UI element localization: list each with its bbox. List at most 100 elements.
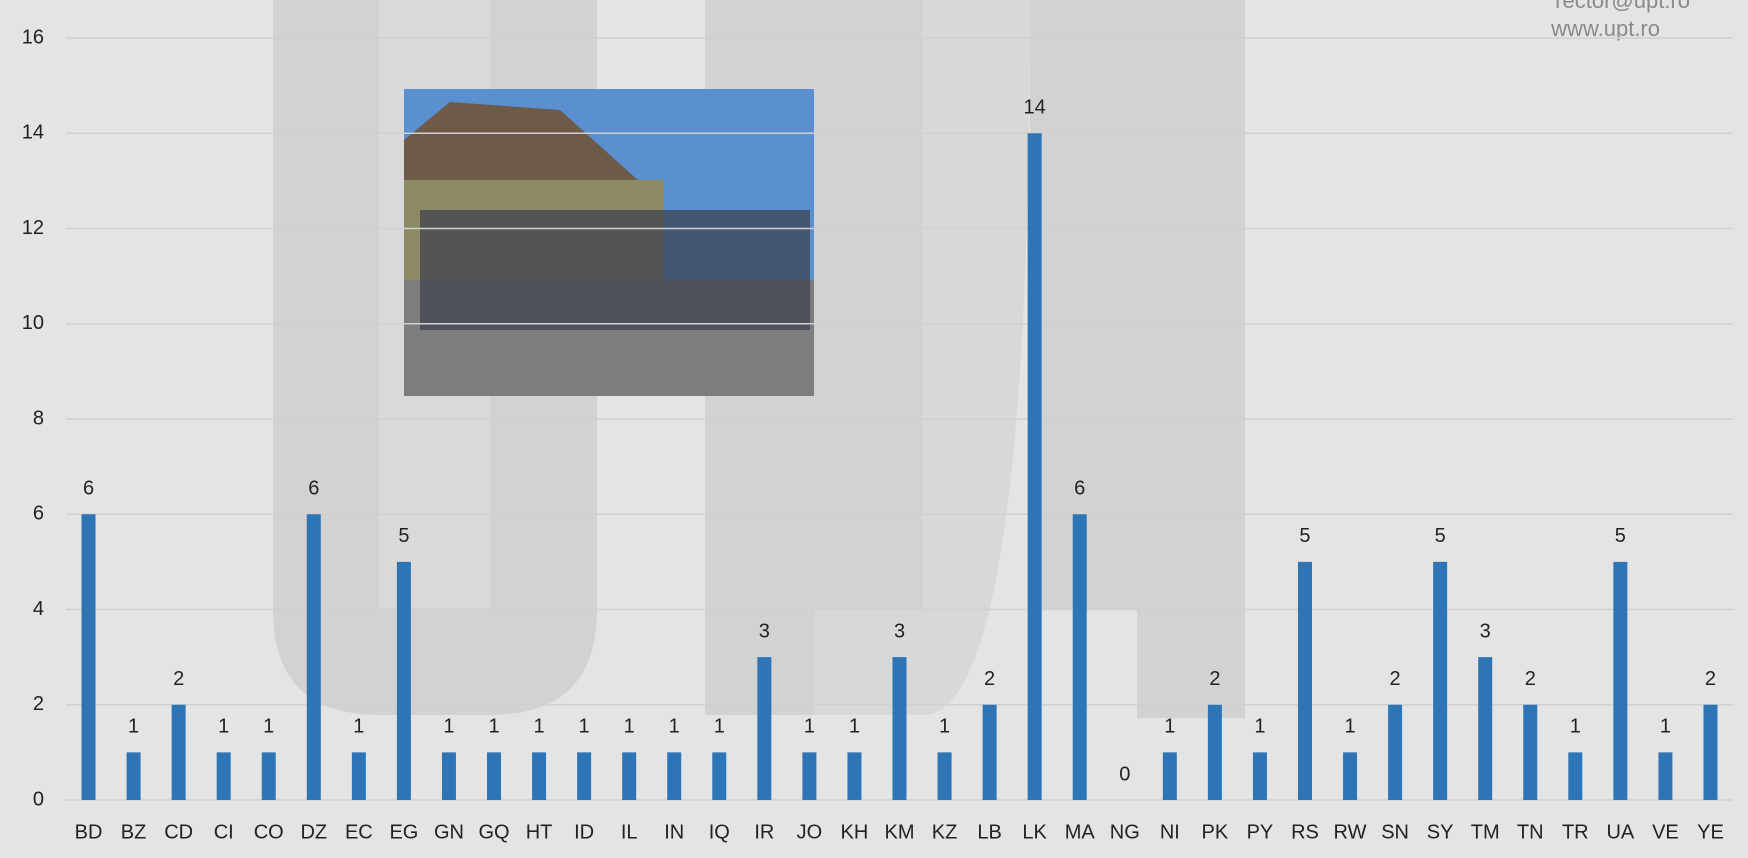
- x-tick-label: PK: [1202, 821, 1229, 843]
- bar: [802, 752, 817, 800]
- x-tick-label: JO: [797, 821, 823, 843]
- data-label: 1: [669, 716, 680, 738]
- data-label: 1: [1660, 716, 1671, 738]
- data-label: 3: [759, 620, 770, 642]
- x-tick-label: CO: [254, 821, 284, 843]
- bar: [1433, 561, 1448, 800]
- bar: [216, 752, 231, 800]
- bar: [1027, 133, 1042, 800]
- bar: [577, 752, 592, 800]
- data-label: 1: [1344, 716, 1355, 738]
- y-tick-label: 14: [22, 122, 44, 144]
- bar: [622, 752, 637, 800]
- x-tick-label: RW: [1334, 821, 1367, 843]
- y-tick-label: 4: [33, 598, 44, 620]
- bar: [1162, 752, 1177, 800]
- bar: [1343, 752, 1358, 800]
- x-tick-label: DZ: [300, 821, 327, 843]
- data-label: 3: [1480, 620, 1491, 642]
- data-label: 2: [1209, 668, 1220, 690]
- data-label: 5: [1615, 525, 1626, 547]
- x-tick-label: GN: [434, 821, 464, 843]
- data-label: 2: [1525, 668, 1536, 690]
- watermark-letter: [815, 0, 1030, 715]
- y-tick-label: 16: [22, 26, 44, 48]
- bar: [351, 752, 366, 800]
- bar: [1072, 514, 1087, 800]
- x-tick-label: TR: [1562, 821, 1589, 843]
- data-label: 2: [1390, 668, 1401, 690]
- data-label: 3: [894, 620, 905, 642]
- watermark-text: rector@upt.ro: [1555, 0, 1690, 13]
- bar: [982, 704, 997, 800]
- x-tick-label: CD: [164, 821, 193, 843]
- y-tick-label: 0: [33, 788, 44, 810]
- x-tick-label: VE: [1652, 821, 1679, 843]
- data-label: 1: [1254, 716, 1265, 738]
- x-tick-label: KZ: [932, 821, 958, 843]
- bar: [1388, 704, 1403, 800]
- y-tick-label: 10: [22, 312, 44, 334]
- bar: [712, 752, 727, 800]
- bar: [126, 752, 141, 800]
- x-tick-label: MA: [1065, 821, 1096, 843]
- x-tick-label: LK: [1022, 821, 1047, 843]
- bar: [937, 752, 952, 800]
- data-label: 1: [714, 716, 725, 738]
- bar: [1297, 561, 1312, 800]
- bar: [81, 514, 96, 800]
- bar: [847, 752, 862, 800]
- data-label: 2: [1705, 668, 1716, 690]
- x-tick-label: KM: [885, 821, 915, 843]
- x-tick-label: NI: [1160, 821, 1180, 843]
- x-tick-label: IL: [621, 821, 638, 843]
- x-tick-label: YE: [1697, 821, 1724, 843]
- bar: [667, 752, 682, 800]
- data-label: 1: [849, 716, 860, 738]
- data-label: 0: [1119, 763, 1130, 785]
- data-label: 1: [1570, 716, 1581, 738]
- bar: [1703, 704, 1718, 800]
- x-tick-label: UA: [1606, 821, 1634, 843]
- data-label: 6: [308, 478, 319, 500]
- x-tick-label: RS: [1291, 821, 1319, 843]
- bar: [532, 752, 547, 800]
- bar: [261, 752, 276, 800]
- bar: [757, 657, 772, 800]
- bar: [306, 514, 321, 800]
- x-tick-label: SY: [1427, 821, 1454, 843]
- x-tick-label: BZ: [121, 821, 147, 843]
- bar: [396, 561, 411, 800]
- bar: [441, 752, 456, 800]
- x-tick-label: SN: [1381, 821, 1409, 843]
- data-label: 6: [1074, 478, 1085, 500]
- data-label: 1: [804, 716, 815, 738]
- data-label: 14: [1024, 97, 1046, 119]
- x-tick-label: TM: [1471, 821, 1500, 843]
- data-label: 5: [1435, 525, 1446, 547]
- bar: [1523, 704, 1538, 800]
- watermark-text: www.upt.ro: [1550, 16, 1660, 41]
- data-label: 5: [398, 525, 409, 547]
- x-tick-label: EG: [389, 821, 418, 843]
- data-label: 2: [173, 668, 184, 690]
- bar: [1568, 752, 1583, 800]
- x-tick-label: IQ: [709, 821, 730, 843]
- x-tick-label: KH: [841, 821, 869, 843]
- bar: [1658, 752, 1673, 800]
- x-tick-label: EC: [345, 821, 373, 843]
- x-tick-label: GQ: [478, 821, 509, 843]
- y-tick-label: 6: [33, 503, 44, 525]
- y-tick-label: 12: [22, 217, 44, 239]
- x-tick-label: IR: [754, 821, 774, 843]
- data-label: 1: [939, 716, 950, 738]
- bar: [487, 752, 502, 800]
- data-label: 2: [984, 668, 995, 690]
- data-label: 5: [1299, 525, 1310, 547]
- y-tick-label: 8: [33, 407, 44, 429]
- x-tick-label: IN: [664, 821, 684, 843]
- data-label: 1: [488, 716, 499, 738]
- data-label: 6: [83, 478, 94, 500]
